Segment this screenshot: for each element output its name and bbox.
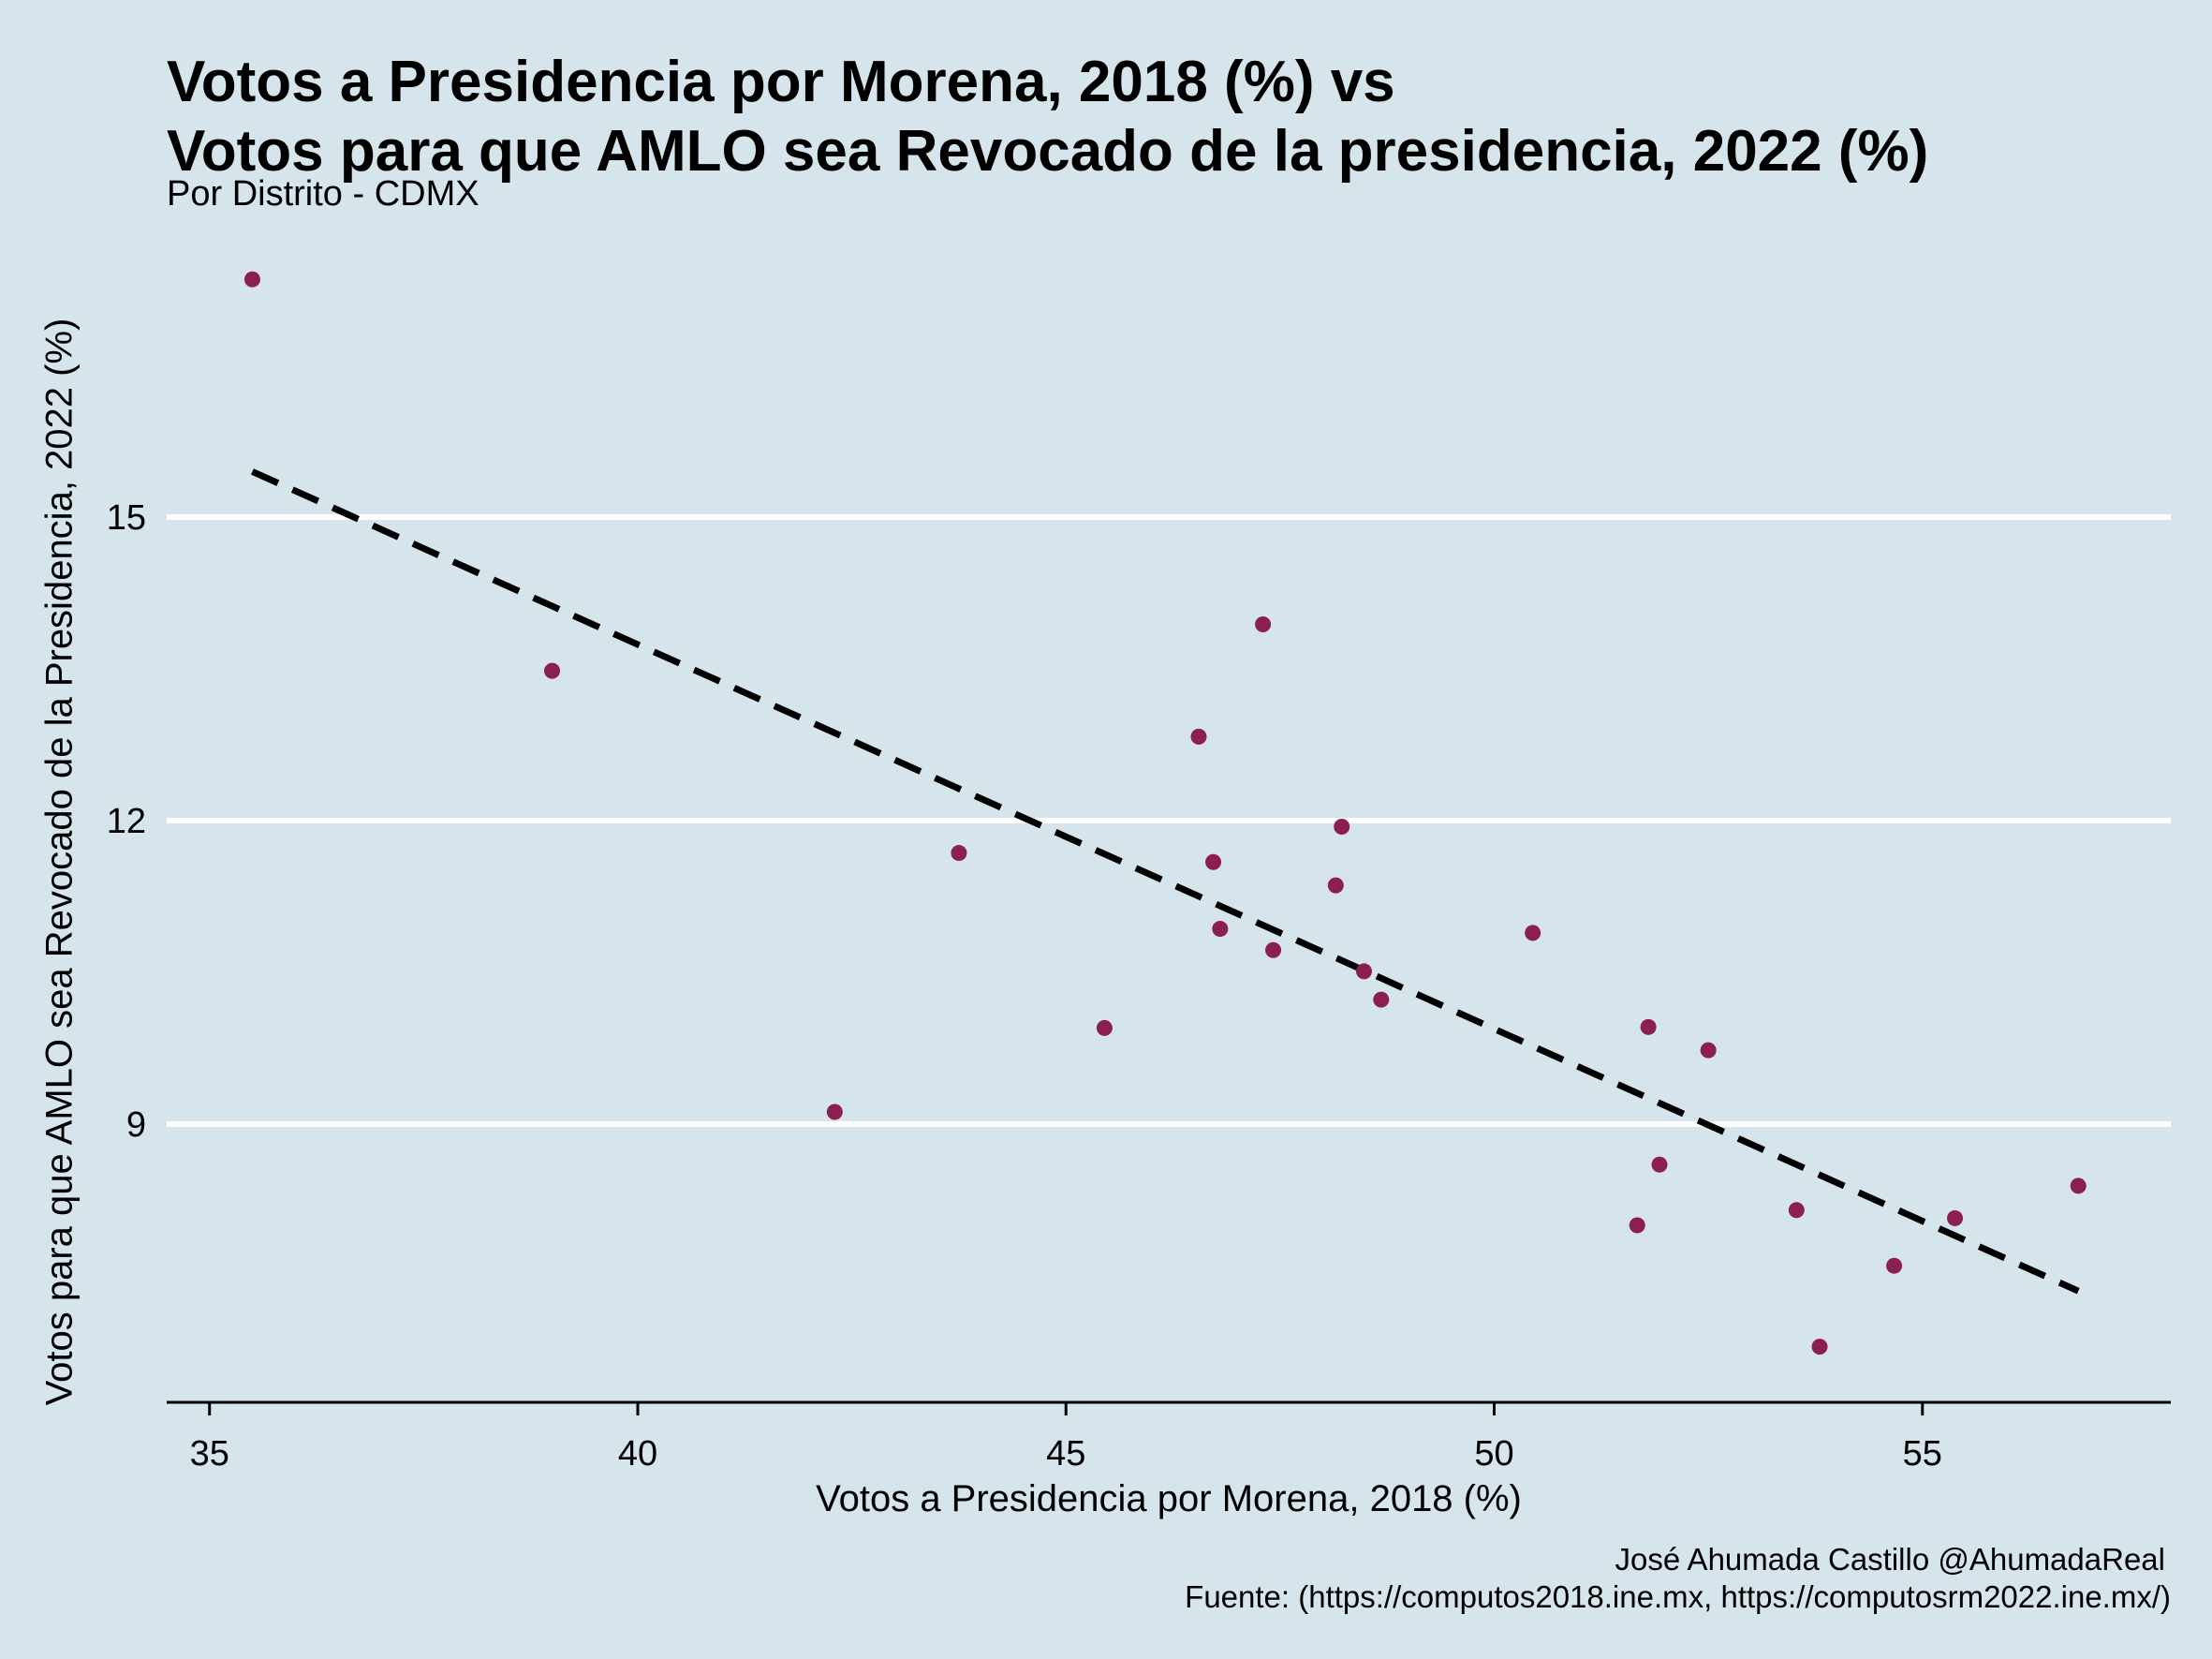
- y-tick-label: 9: [126, 1105, 146, 1145]
- chart-subtitle: Por Distrito - CDMX: [167, 174, 479, 214]
- data-point: [1327, 877, 1344, 894]
- data-point: [1212, 921, 1229, 938]
- author-caption: José Ahumada Castillo @AhumadaReal: [1615, 1542, 2166, 1577]
- data-point: [1886, 1257, 1903, 1274]
- x-tick-label: 55: [1903, 1434, 1942, 1474]
- trend-line-group: [251, 468, 2080, 1295]
- data-point: [1205, 853, 1222, 870]
- data-point: [1788, 1202, 1805, 1219]
- y-tick-label: 15: [107, 498, 146, 538]
- data-point: [1190, 728, 1207, 745]
- chart-title-line-2: Votos para que AMLO sea Revocado de la p…: [167, 119, 1929, 184]
- x-tick-label: 50: [1474, 1434, 1513, 1474]
- data-point: [1255, 615, 1272, 632]
- data-point: [243, 271, 260, 288]
- trend-line: [251, 468, 2080, 1295]
- data-point: [1525, 925, 1541, 941]
- data-point: [1629, 1217, 1645, 1234]
- grid-lines: 9 12 15: [107, 498, 2171, 1145]
- data-point: [2070, 1178, 2087, 1194]
- data-point: [1356, 963, 1373, 980]
- data-point: [1096, 1019, 1113, 1036]
- data-point: [1640, 1018, 1657, 1035]
- source-caption: Fuente: (https://computos2018.ine.mx, ht…: [1185, 1579, 2171, 1614]
- chart-title-line-1: Votos a Presidencia por Morena, 2018 (%)…: [167, 50, 1395, 114]
- data-point: [1651, 1156, 1668, 1173]
- x-axis: 35 40 45 50 55: [167, 1400, 2171, 1474]
- x-tick-label: 35: [190, 1434, 229, 1474]
- data-point: [826, 1104, 843, 1120]
- y-axis-label: Votos para que AMLO sea Revocado de la P…: [38, 318, 81, 1406]
- data-points: [243, 271, 2087, 1355]
- data-point: [1700, 1042, 1717, 1059]
- data-point: [544, 662, 561, 679]
- x-axis-label: Votos a Presidencia por Morena, 2018 (%): [816, 1478, 1522, 1519]
- y-tick-label: 12: [107, 802, 146, 841]
- data-point: [1334, 818, 1350, 835]
- data-point: [951, 845, 967, 862]
- x-tick-label: 45: [1046, 1434, 1085, 1474]
- data-point: [1265, 941, 1282, 958]
- x-tick-label: 40: [618, 1434, 657, 1474]
- data-point: [1947, 1209, 1964, 1226]
- data-point: [1811, 1339, 1828, 1355]
- data-point: [1373, 991, 1390, 1008]
